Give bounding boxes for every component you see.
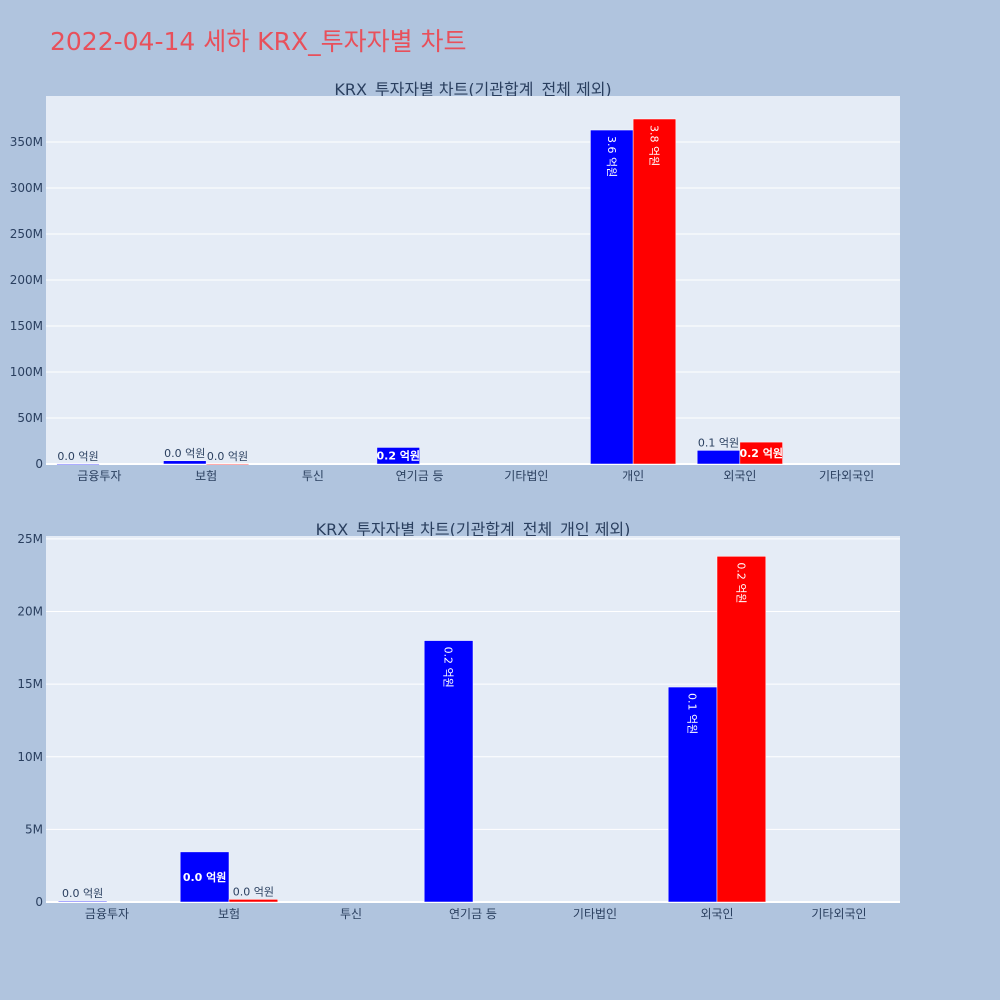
bar-value-label: 0.0 억원 — [233, 885, 274, 898]
bar-value-label: 0.0 억원 — [57, 450, 98, 463]
x-tick-label: 금융투자 — [77, 469, 121, 483]
bar-value-label: 3.6 억원 — [605, 136, 618, 177]
buy-bar — [179, 851, 230, 903]
sell-bar — [205, 463, 250, 465]
x-tick-label: 외국인 — [723, 469, 756, 483]
buy-bar — [163, 460, 207, 465]
x-tick-label: 기타법인 — [573, 907, 617, 921]
bar-value-label: 0.1 억원 — [698, 436, 739, 449]
x-tick-label: 연기금 등 — [396, 469, 444, 483]
x-tick-label: 개인 — [622, 469, 644, 483]
investor-chart-excl-individual: KRX_투자자별 차트(기관합계_전체_개인 제외) 0 5M 10M 15M 20M 25… — [17, 520, 900, 921]
chart-title: KRX_투자자별 차트(기관합계_전체_개인 제외) — [316, 520, 631, 540]
bar-value-label: 3.8 억원 — [647, 125, 660, 166]
x-tick-label: 금융투자 — [85, 907, 129, 921]
y-tick-label: 15M — [17, 677, 43, 691]
x-tick-label: 연기금 등 — [449, 907, 497, 921]
x-tick-label: 투신 — [302, 469, 324, 483]
investor-chart-all: KRX_투자자별 차트(기관합계_전체 제외) 0 50M 100M 150M 200M 2… — [10, 80, 900, 483]
buy-bar — [696, 450, 741, 465]
x-tick-label: 외국인 — [700, 907, 733, 921]
bar-value-label: 0.0 억원 — [183, 870, 227, 884]
buy-bar — [376, 447, 420, 465]
x-tick-label: 보험 — [195, 469, 217, 483]
buy-bar — [423, 640, 474, 903]
sell-bar — [739, 441, 783, 465]
bar-value-label: 0.2 억원 — [734, 562, 747, 603]
y-tick-label: 150M — [10, 319, 43, 333]
y-tick-label: 300M — [10, 181, 43, 195]
x-tick-label: 기타외국인 — [811, 907, 866, 921]
bar-value-label: 0.0 억원 — [207, 450, 248, 463]
bar-value-label: 0.1 억원 — [686, 693, 699, 734]
bar-value-label: 0.2 억원 — [442, 647, 455, 688]
y-tick-label: 50M — [17, 411, 43, 425]
x-tick-label: 보험 — [218, 907, 240, 921]
buy-bar — [590, 129, 634, 465]
y-tick-label: 350M — [10, 135, 43, 149]
buy-bar — [56, 463, 100, 465]
x-tick-label: 투신 — [340, 907, 362, 921]
y-tick-label: 5M — [25, 822, 43, 836]
chart-title: KRX_투자자별 차트(기관합계_전체 제외) — [334, 80, 611, 100]
bar-value-label: 0.0 억원 — [164, 447, 205, 460]
x-tick-label: 기타외국인 — [819, 469, 874, 483]
page-title: 2022-04-14 세하 KRX_투자자별 차트 — [50, 27, 467, 56]
y-tick-label: 10M — [17, 750, 43, 764]
bar-value-label: 0.2 억원 — [376, 449, 420, 463]
y-tick-label: 25M — [17, 532, 43, 546]
bar-value-label: 0.0 억원 — [62, 887, 103, 900]
sell-bar — [716, 556, 767, 903]
y-tick-label: 250M — [10, 227, 43, 241]
y-tick-label: 200M — [10, 273, 43, 287]
y-tick-label: 20M — [17, 605, 43, 619]
sell-bar — [228, 899, 279, 903]
y-tick-label: 0 — [35, 895, 43, 909]
buy-bar — [667, 686, 718, 903]
sell-bar — [632, 118, 677, 465]
y-tick-label: 100M — [10, 365, 43, 379]
y-tick-label: 0 — [35, 457, 43, 471]
buy-bar — [57, 900, 108, 903]
bar-value-label: 0.2 억원 — [739, 446, 783, 460]
x-tick-label: 기타법인 — [504, 469, 548, 483]
